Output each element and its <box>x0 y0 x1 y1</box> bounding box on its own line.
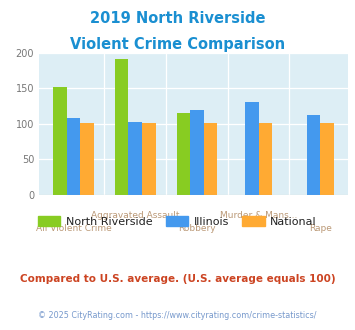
Bar <box>53 87 67 195</box>
Bar <box>204 123 217 195</box>
Legend: North Riverside, Illinois, National: North Riverside, Illinois, National <box>34 211 321 231</box>
Bar <box>307 115 320 195</box>
Bar <box>129 122 142 195</box>
Text: 2019 North Riverside: 2019 North Riverside <box>90 11 265 25</box>
Bar <box>67 118 80 195</box>
Text: © 2025 CityRating.com - https://www.cityrating.com/crime-statistics/: © 2025 CityRating.com - https://www.city… <box>38 311 317 320</box>
Bar <box>245 103 258 195</box>
Bar <box>258 123 272 195</box>
Bar <box>115 59 129 195</box>
Bar <box>320 123 334 195</box>
Bar <box>80 123 94 195</box>
Text: Murder & Mans...: Murder & Mans... <box>220 212 297 220</box>
Text: Rape: Rape <box>309 224 332 233</box>
Bar <box>142 123 155 195</box>
Text: Violent Crime Comparison: Violent Crime Comparison <box>70 37 285 52</box>
Bar <box>190 110 204 195</box>
Text: All Violent Crime: All Violent Crime <box>36 224 111 233</box>
Text: Robbery: Robbery <box>178 224 216 233</box>
Text: Compared to U.S. average. (U.S. average equals 100): Compared to U.S. average. (U.S. average … <box>20 274 335 284</box>
Bar <box>176 113 190 195</box>
Text: Aggravated Assault: Aggravated Assault <box>91 212 179 220</box>
